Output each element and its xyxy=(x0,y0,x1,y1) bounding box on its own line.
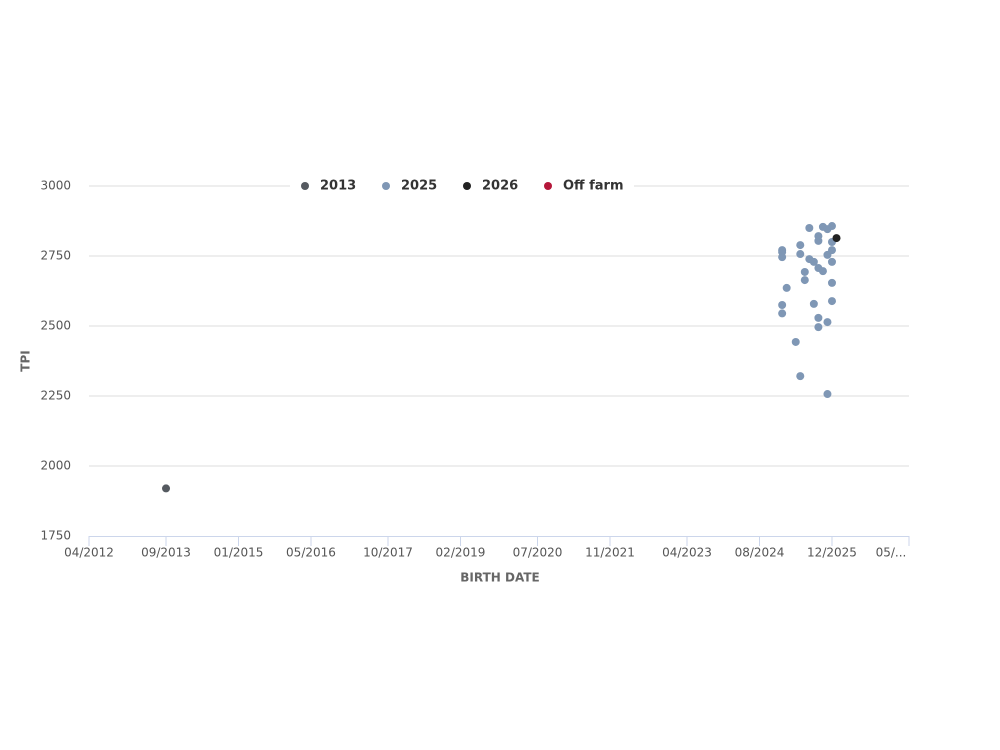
point xyxy=(800,276,809,285)
point xyxy=(814,323,823,332)
point xyxy=(796,241,805,250)
point xyxy=(832,234,841,243)
point xyxy=(778,253,787,262)
point xyxy=(796,372,805,381)
y-tick-label: 2000 xyxy=(40,459,71,473)
x-tick-label: 01/2015 xyxy=(214,546,264,560)
x-tick-label: 05/... xyxy=(876,546,907,560)
point xyxy=(800,267,809,276)
point xyxy=(827,246,836,255)
point xyxy=(827,257,836,266)
point xyxy=(809,299,818,308)
grid xyxy=(88,185,910,546)
point xyxy=(778,309,787,318)
x-tick-label: 10/2017 xyxy=(363,546,413,560)
legend-label: 2026 xyxy=(482,179,518,194)
y-tick-label: 2250 xyxy=(40,389,71,403)
legend-label: 2025 xyxy=(401,179,437,194)
point xyxy=(782,283,791,292)
point xyxy=(805,224,814,232)
x-tick-label: 05/2016 xyxy=(286,546,336,560)
point xyxy=(162,484,171,493)
point xyxy=(823,318,832,327)
y-tick-label: 2750 xyxy=(40,249,71,263)
point xyxy=(778,301,787,309)
point xyxy=(814,313,823,322)
y-tick-label: 3000 xyxy=(40,179,71,193)
x-tick-label: 08/2024 xyxy=(735,546,785,560)
point xyxy=(791,337,800,346)
legend-marker xyxy=(463,182,471,190)
legend-label: Off farm xyxy=(563,179,624,194)
point xyxy=(809,257,818,266)
legend-marker xyxy=(301,182,309,190)
x-tick-label: 11/2021 xyxy=(585,546,635,560)
x-tick-label: 12/2025 xyxy=(807,546,857,560)
point xyxy=(823,390,832,399)
x-tick-label: 02/2019 xyxy=(436,546,486,560)
legend-label: 2013 xyxy=(320,179,356,194)
point xyxy=(796,250,805,259)
y-axis-title: TPI xyxy=(19,350,33,371)
point xyxy=(827,278,836,287)
x-axis-title: BIRTH DATE xyxy=(460,571,539,585)
point xyxy=(818,267,827,276)
x-tick-label: 07/2020 xyxy=(513,546,563,560)
points xyxy=(162,222,841,493)
legend-marker xyxy=(544,182,552,190)
legend-background xyxy=(290,175,634,197)
x-tick-label: 04/2023 xyxy=(662,546,712,560)
point xyxy=(827,222,836,231)
x-tick-label: 09/2013 xyxy=(141,546,191,560)
x-tick-label: 04/2012 xyxy=(64,546,114,560)
point xyxy=(814,232,823,241)
point xyxy=(827,297,836,306)
y-tick-label: 1750 xyxy=(40,529,71,543)
y-tick-label: 2500 xyxy=(40,319,71,333)
legend-marker xyxy=(382,182,390,190)
